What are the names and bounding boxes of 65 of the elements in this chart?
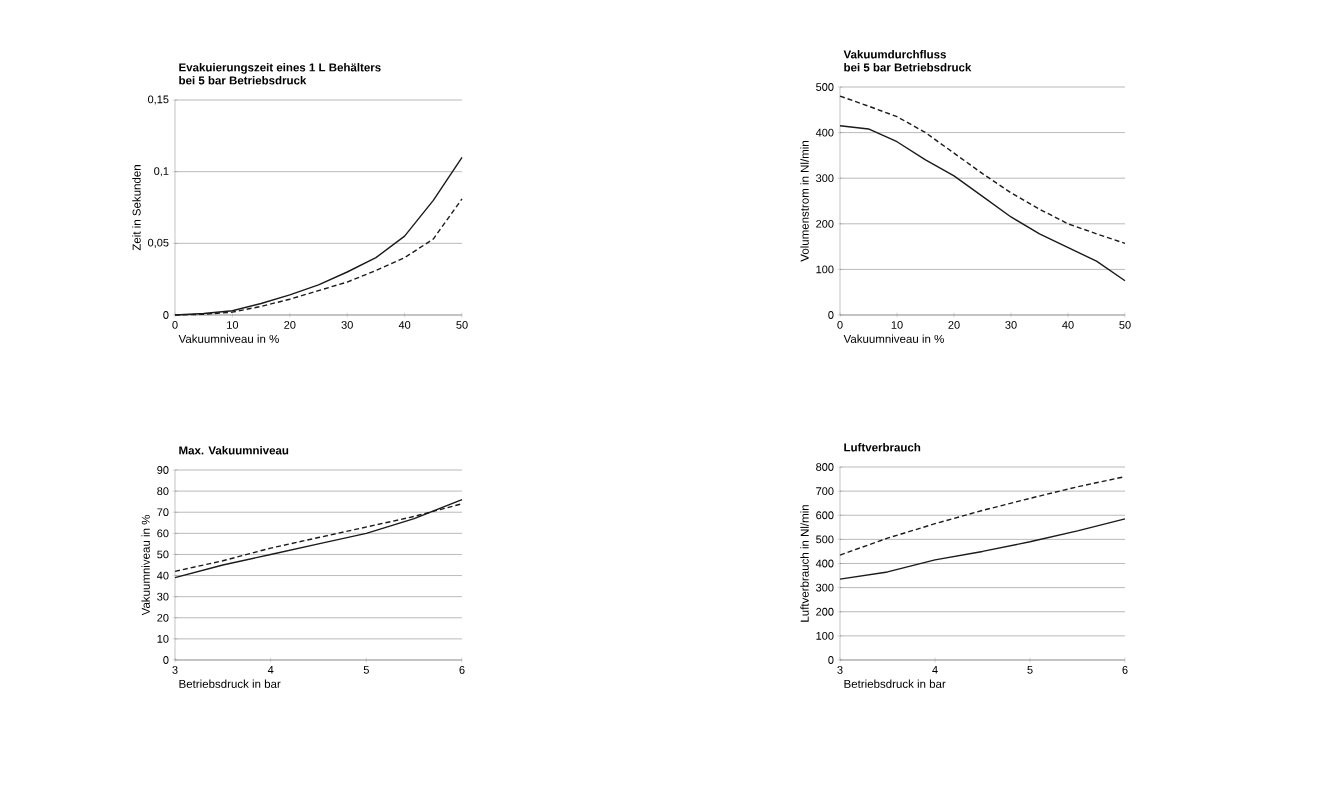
y-tick-label: 100 bbox=[816, 265, 834, 274]
y-tick-label: 0 bbox=[828, 656, 834, 664]
y-axis-title: Luftverbrauch in Nl/min bbox=[800, 505, 809, 622]
y-axis-title: Vakuumniveau in % bbox=[141, 515, 150, 616]
chart-title: Vakuumdurchfluss bbox=[843, 50, 946, 59]
chart-title: Evakuierungszeit eines 1 L Behälters bbox=[179, 63, 381, 74]
y-tick-label: 300 bbox=[816, 583, 834, 592]
y-tick-label: 700 bbox=[816, 487, 834, 496]
y-tick-label: 60 bbox=[157, 529, 169, 538]
x-tick-label: 10 bbox=[891, 321, 903, 329]
x-tick-label: 40 bbox=[1062, 321, 1074, 329]
x-tick-label: 3 bbox=[172, 666, 178, 674]
x-tick-label: 30 bbox=[341, 321, 353, 329]
x-tick-label: 50 bbox=[456, 321, 468, 329]
x-tick-label: 5 bbox=[363, 666, 369, 674]
y-tick-label: 100 bbox=[816, 631, 834, 640]
y-tick-label: 0 bbox=[828, 311, 834, 319]
y-tick-label: 200 bbox=[816, 607, 834, 616]
y-tick-label: 500 bbox=[816, 83, 834, 91]
y-tick-label: 600 bbox=[816, 511, 834, 520]
y-tick-label: 0,1 bbox=[154, 167, 169, 177]
y-tick-label: 50 bbox=[157, 550, 169, 559]
x-tick-label: 6 bbox=[459, 666, 465, 674]
x-axis-title: Vakuumniveau in % bbox=[843, 334, 944, 343]
y-tick-label: 500 bbox=[816, 535, 834, 544]
y-tick-label: 400 bbox=[815, 128, 834, 137]
line-series bbox=[839, 95, 1126, 245]
y-tick-label: 20 bbox=[157, 613, 169, 622]
y-tick-label: 30 bbox=[157, 592, 169, 601]
y-tick-label: 0 bbox=[163, 311, 169, 319]
x-tick-label: 40 bbox=[398, 321, 411, 329]
y-tick-label: 200 bbox=[816, 219, 834, 228]
y-tick-label: 70 bbox=[157, 508, 169, 517]
y-axis-title: Volumenstrom in Nl/min bbox=[800, 141, 809, 262]
chart-title: Max. Vakuumniveau bbox=[179, 446, 289, 455]
chart-title: Luftverbrauch bbox=[844, 443, 921, 452]
x-tick-label: 10 bbox=[227, 321, 239, 329]
x-axis-title: Betriebsdruck in bar bbox=[179, 679, 281, 688]
y-tick-label: 40 bbox=[156, 571, 169, 580]
y-tick-label: 400 bbox=[815, 559, 834, 568]
y-tick-label: 10 bbox=[157, 635, 169, 643]
chart-subtitle: bei 5 bar Betriebsdruck bbox=[844, 63, 972, 72]
y-tick-label: 0,05 bbox=[147, 238, 169, 248]
y-axis-title: Zeit in Sekunden bbox=[132, 165, 141, 251]
x-tick-label: 5 bbox=[1027, 666, 1033, 674]
x-tick-label: 20 bbox=[948, 321, 960, 329]
x-axis-title: Betriebsdruck in bar bbox=[844, 679, 946, 688]
x-tick-label: 4 bbox=[932, 666, 938, 674]
y-tick-label: 300 bbox=[816, 174, 834, 183]
y-tick-label: 0,15 bbox=[147, 95, 169, 105]
y-tick-label: 800 bbox=[816, 463, 834, 471]
x-tick-label: 0 bbox=[837, 321, 843, 329]
x-tick-label: 6 bbox=[1122, 666, 1128, 674]
x-tick-label: 0 bbox=[172, 321, 178, 329]
x-tick-label: 20 bbox=[284, 321, 296, 329]
y-tick-label: 80 bbox=[157, 487, 169, 496]
x-tick-label: 30 bbox=[1005, 321, 1017, 329]
x-tick-label: 50 bbox=[1119, 321, 1131, 329]
line-series bbox=[839, 518, 1126, 580]
y-tick-label: 0 bbox=[163, 656, 169, 664]
chart-subtitle: bei 5 bar Betriebsdruck bbox=[179, 76, 307, 85]
x-tick-label: 3 bbox=[837, 666, 843, 674]
x-axis-title: Vakuumniveau in % bbox=[178, 334, 279, 343]
y-tick-label: 90 bbox=[157, 466, 169, 474]
x-tick-label: 4 bbox=[267, 666, 274, 674]
